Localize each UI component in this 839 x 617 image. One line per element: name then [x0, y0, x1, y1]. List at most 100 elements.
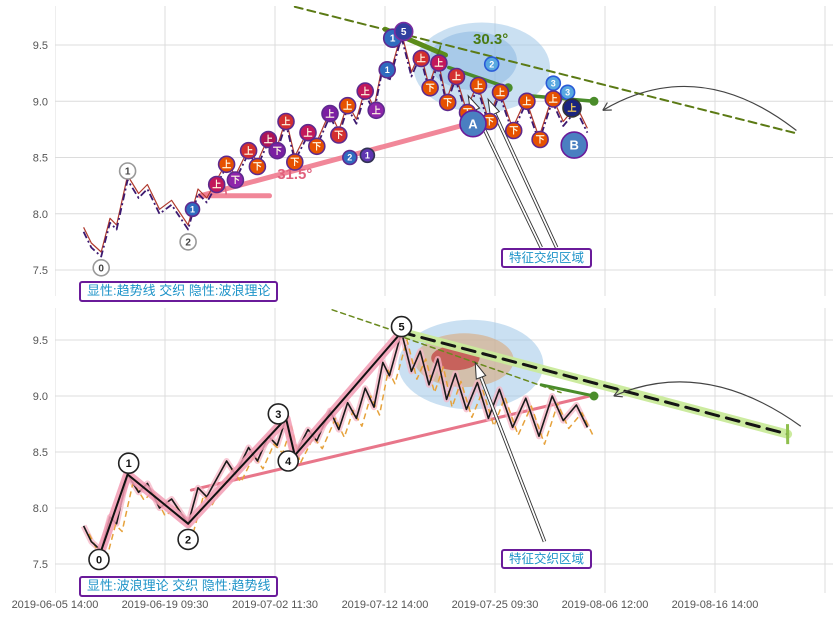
marker-label: 上	[361, 85, 370, 96]
marker-label: 5	[401, 27, 407, 38]
marker-2	[483, 56, 500, 72]
region-label-bottom-panel: 特征交织区域	[501, 549, 593, 570]
markers: 0121上上下上下上下上下上下上下上上上21115上下上下上下上下2上下上下33…	[92, 21, 589, 277]
x-tick-label: 2019-06-19 09:30	[122, 599, 209, 611]
marker-下	[248, 157, 267, 176]
marker-上	[207, 175, 226, 194]
marker-5	[393, 21, 414, 42]
marker-2	[177, 528, 199, 551]
trendline-resistance-dashed	[293, 6, 800, 135]
trendline-olive-dashed-left	[331, 309, 399, 333]
marker-4	[277, 450, 300, 472]
angle-label: 30.3°	[473, 31, 508, 48]
marker-label: 上	[567, 102, 576, 113]
marker-label: 上	[417, 53, 426, 64]
marker-label: 上	[452, 71, 461, 82]
trendline-support-pink	[189, 394, 592, 492]
marker-1	[359, 147, 376, 164]
marker-label: 上	[303, 127, 312, 138]
marker-label: 下	[485, 117, 494, 127]
marker-label: 2	[347, 153, 352, 163]
marker-label: 3	[275, 409, 281, 421]
marker-上	[430, 54, 448, 72]
trendline-olive-dashed-inner	[404, 337, 562, 394]
panel-bottom: 0 1 2 3 4 5	[55, 308, 833, 593]
y-tick-label: 7.5	[33, 559, 48, 571]
marker-3	[267, 403, 290, 425]
marker-2	[341, 149, 358, 166]
marker-上	[491, 83, 510, 102]
y-tick-label: 9.0	[33, 96, 48, 108]
marker-label: 2	[185, 534, 191, 546]
marker-下	[531, 130, 549, 149]
marker-label: 上	[496, 86, 505, 97]
marker-label: 上	[343, 100, 352, 111]
marker-label: 下	[290, 157, 299, 167]
region-arrow	[476, 367, 546, 542]
marker-下	[226, 171, 245, 189]
marker-上	[412, 49, 431, 68]
marker-5	[390, 315, 413, 338]
x-tick-label: 2019-06-05 14:00	[12, 599, 99, 611]
annotation-curve-arrowhead	[613, 395, 623, 398]
marker-下	[307, 137, 326, 156]
markers: 0 1 2 3 4 5	[88, 315, 413, 571]
marker-上	[217, 155, 236, 174]
marker-label: 下	[231, 175, 240, 185]
marker-label: 1	[390, 34, 396, 45]
trendline-end-dot	[589, 391, 599, 401]
y-tick-labels-bottom: 7.5 8.0 8.5 9.0 9.5	[33, 335, 48, 571]
marker-3	[545, 75, 562, 91]
marker-label: 上	[372, 104, 381, 115]
marker-label: 下	[536, 135, 545, 145]
x-tick-label: 2019-08-06 12:00	[562, 599, 649, 611]
marker-0	[92, 258, 110, 277]
marker-label: 0	[98, 263, 104, 274]
marker-label: 4	[285, 456, 292, 468]
marker-下	[504, 121, 523, 140]
marker-label: 1	[126, 458, 132, 470]
marker-label: 下	[426, 83, 435, 93]
x-tick-label: 2019-07-02 11:30	[232, 599, 318, 611]
annotation-curve	[602, 85, 797, 131]
marker-label: 5	[398, 321, 404, 333]
marker-label: 上	[522, 95, 531, 106]
marker-上	[239, 141, 258, 160]
marker-下	[268, 141, 287, 160]
y-tick-label: 8.5	[33, 447, 48, 459]
marker-下	[421, 79, 439, 97]
wave-glow	[96, 329, 405, 553]
marker-1	[118, 162, 137, 180]
marker-label: 上	[281, 116, 290, 127]
gridlines	[55, 6, 833, 296]
marker-1	[184, 201, 201, 218]
x-tick-label: 2019-08-16 14:00	[672, 599, 759, 611]
marker-label: 上	[325, 108, 334, 119]
marker-label: 上	[549, 93, 558, 104]
marker-label: 2	[185, 237, 191, 248]
marker-label: 3	[551, 78, 556, 88]
marker-label: B	[570, 138, 579, 153]
x-tick-labels: 2019-06-05 14:00 2019-06-19 09:30 2019-07-…	[12, 599, 759, 611]
marker-label: 上	[212, 179, 221, 190]
marker-label: 1	[365, 150, 370, 160]
marker-A	[459, 109, 487, 138]
region-arrow	[489, 104, 558, 248]
marker-label: 下	[334, 130, 343, 140]
marker-label: 1	[190, 204, 195, 214]
x-tick-label: 2019-07-25 09:30	[452, 599, 539, 611]
y-tick-label: 8.0	[33, 503, 48, 515]
y-tick-label: 8.5	[33, 153, 48, 165]
y-tick-label: 9.5	[33, 335, 48, 347]
series-offset-dashed-orange	[88, 339, 594, 560]
y-tick-labels-top: 7.5 8.0 8.5 9.0 9.5	[33, 40, 48, 277]
marker-2	[179, 233, 197, 251]
annotation-curve-arrowhead	[602, 102, 608, 111]
marker-label: 1	[385, 65, 390, 75]
marker-上	[277, 112, 295, 131]
marker-上	[518, 92, 536, 111]
trendline-decline-dashed-black	[400, 330, 790, 436]
marker-1	[117, 452, 140, 475]
